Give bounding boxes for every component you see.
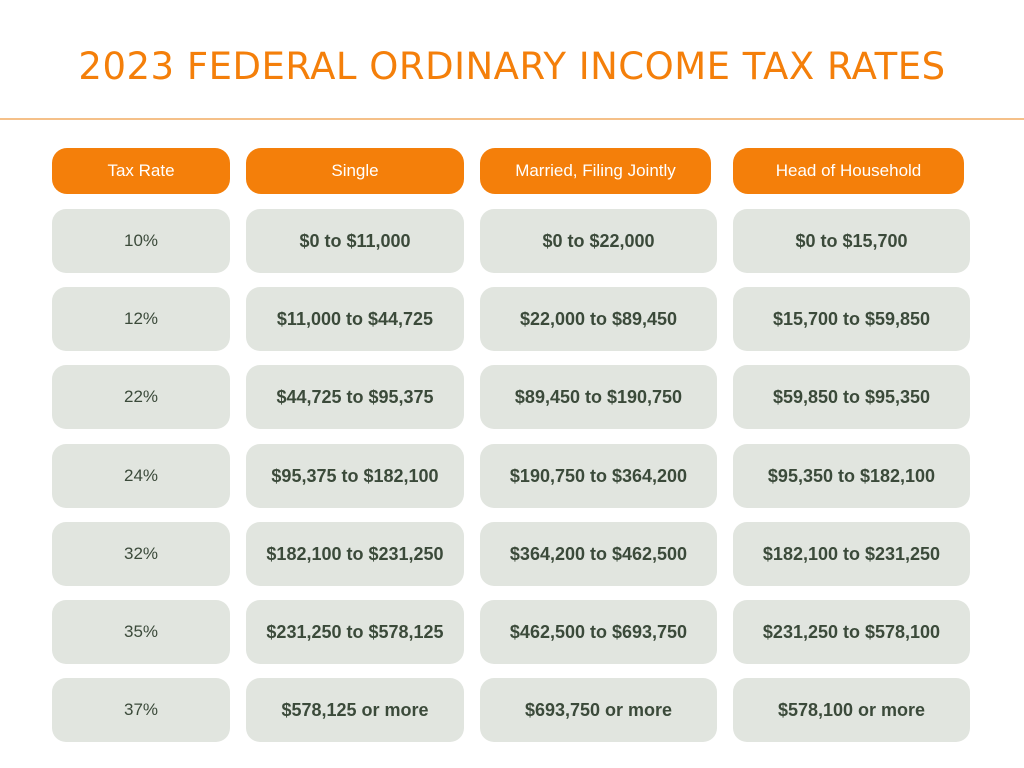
cell-head-of-household: $59,850 to $95,350 bbox=[733, 365, 970, 429]
cell-married-filing-jointly: $0 to $22,000 bbox=[480, 209, 717, 273]
cell-married-filing-jointly: $693,750 or more bbox=[480, 678, 717, 742]
cell-single: $95,375 to $182,100 bbox=[246, 444, 464, 508]
cell-tax-rate: 37% bbox=[52, 678, 230, 742]
cell-tax-rate: 22% bbox=[52, 365, 230, 429]
cell-head-of-household: $578,100 or more bbox=[733, 678, 970, 742]
cell-head-of-household: $95,350 to $182,100 bbox=[733, 444, 970, 508]
cell-head-of-household: $231,250 to $578,100 bbox=[733, 600, 970, 664]
cell-tax-rate: 35% bbox=[52, 600, 230, 664]
header-head-of-household: Head of Household bbox=[733, 148, 964, 194]
cell-tax-rate: 32% bbox=[52, 522, 230, 586]
cell-single: $11,000 to $44,725 bbox=[246, 287, 464, 351]
cell-head-of-household: $15,700 to $59,850 bbox=[733, 287, 970, 351]
cell-married-filing-jointly: $462,500 to $693,750 bbox=[480, 600, 717, 664]
cell-married-filing-jointly: $364,200 to $462,500 bbox=[480, 522, 717, 586]
header-married-filing-jointly: Married, Filing Jointly bbox=[480, 148, 711, 194]
cell-single: $0 to $11,000 bbox=[246, 209, 464, 273]
cell-head-of-household: $182,100 to $231,250 bbox=[733, 522, 970, 586]
cell-single: $44,725 to $95,375 bbox=[246, 365, 464, 429]
cell-tax-rate: 10% bbox=[52, 209, 230, 273]
cell-tax-rate: 12% bbox=[52, 287, 230, 351]
cell-single: $231,250 to $578,125 bbox=[246, 600, 464, 664]
cell-married-filing-jointly: $190,750 to $364,200 bbox=[480, 444, 717, 508]
title-divider bbox=[0, 118, 1024, 120]
header-tax-rate: Tax Rate bbox=[52, 148, 230, 194]
cell-single: $578,125 or more bbox=[246, 678, 464, 742]
header-single: Single bbox=[246, 148, 464, 194]
cell-head-of-household: $0 to $15,700 bbox=[733, 209, 970, 273]
cell-tax-rate: 24% bbox=[52, 444, 230, 508]
cell-married-filing-jointly: $89,450 to $190,750 bbox=[480, 365, 717, 429]
cell-single: $182,100 to $231,250 bbox=[246, 522, 464, 586]
page-title: 2023 FEDERAL ORDINARY INCOME TAX RATES bbox=[78, 45, 946, 88]
cell-married-filing-jointly: $22,000 to $89,450 bbox=[480, 287, 717, 351]
